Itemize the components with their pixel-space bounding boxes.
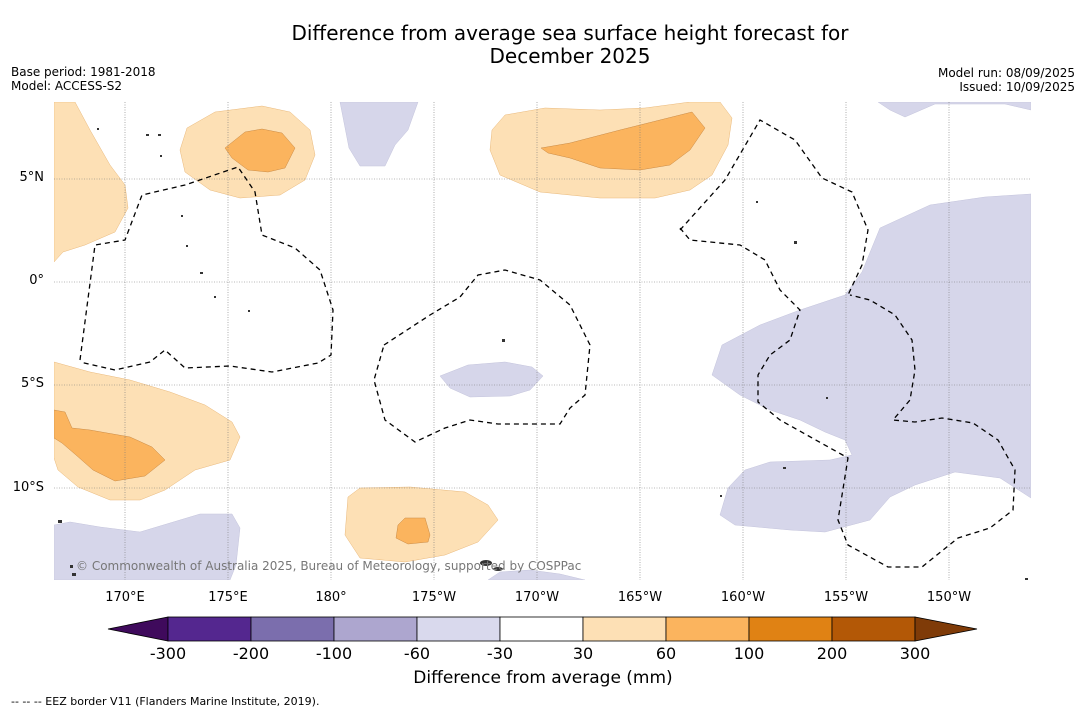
model-name: Model: ACCESS-S2 bbox=[11, 79, 123, 93]
island bbox=[97, 128, 99, 130]
island bbox=[480, 560, 492, 566]
island bbox=[200, 272, 203, 274]
colorbar-segment bbox=[748, 616, 833, 642]
island bbox=[72, 573, 76, 576]
colorbar-tick-label: 300 bbox=[899, 644, 931, 663]
colorbar-tick-label: -300 bbox=[149, 644, 187, 663]
eez-border bbox=[679, 227, 1016, 568]
meta-left: Base period: 1981-2018 Model: ACCESS-S2 bbox=[11, 65, 156, 93]
island bbox=[720, 495, 722, 497]
colorbar-segment bbox=[250, 616, 335, 642]
map-area bbox=[54, 102, 1031, 580]
colorbar-extend-high bbox=[914, 616, 978, 642]
strong-positive-anomaly-region bbox=[224, 128, 296, 173]
colorbar-tick-label: -200 bbox=[232, 644, 270, 663]
colorbar-segment bbox=[167, 616, 252, 642]
lat-label-5s: 5°S bbox=[20, 376, 44, 391]
colorbar-segment bbox=[665, 616, 750, 642]
island bbox=[181, 215, 183, 217]
map-title: Difference from average sea surface heig… bbox=[0, 22, 1085, 68]
negative-anomaly-region bbox=[439, 361, 544, 398]
strong-positive-anomaly-region bbox=[540, 111, 706, 171]
island bbox=[783, 467, 786, 469]
island bbox=[248, 310, 250, 312]
island bbox=[214, 296, 216, 298]
colorbar-tick-label: -30 bbox=[486, 644, 514, 663]
negative-anomaly-region bbox=[487, 569, 586, 580]
island bbox=[160, 155, 162, 157]
meta-right: Model run: 08/09/2025 Issued: 10/09/2025 bbox=[938, 66, 1075, 94]
colorbar-segment bbox=[333, 616, 418, 642]
lat-label-10s: 10°S bbox=[12, 480, 44, 495]
colorbar-title: Difference from average (mm) bbox=[413, 668, 673, 688]
colorbar-tick-label: 100 bbox=[733, 644, 765, 663]
negative-anomaly-region bbox=[54, 513, 241, 580]
island bbox=[70, 565, 73, 568]
title-line-2: December 2025 bbox=[489, 44, 651, 68]
eez-border bbox=[79, 166, 334, 373]
colorbar-segment bbox=[416, 616, 501, 642]
island bbox=[502, 339, 505, 342]
colorbar-tick-label: 30 bbox=[572, 644, 594, 663]
colorbar-segment bbox=[499, 616, 584, 642]
island bbox=[186, 245, 188, 247]
island bbox=[493, 567, 503, 571]
negative-anomaly-region bbox=[877, 102, 1031, 118]
lon-label-175w: 175°W bbox=[411, 590, 457, 605]
issued-date: Issued: 10/09/2025 bbox=[959, 80, 1075, 94]
lon-label-165w: 165°W bbox=[617, 590, 663, 605]
island bbox=[794, 241, 797, 244]
lon-label-150w: 150°W bbox=[926, 590, 972, 605]
negative-anomaly-region bbox=[339, 102, 419, 167]
colorbar-tick-label: -60 bbox=[403, 644, 431, 663]
strong-positive-anomaly-region bbox=[54, 409, 166, 482]
lon-label-160w: 160°W bbox=[720, 590, 766, 605]
lon-label-175e: 175°E bbox=[208, 590, 248, 605]
lat-label-0: 0° bbox=[29, 273, 44, 288]
lon-label-170w: 170°W bbox=[514, 590, 560, 605]
positive-anomaly-region bbox=[54, 102, 129, 263]
island bbox=[58, 520, 62, 523]
lat-label-5n: 5°N bbox=[19, 170, 45, 185]
colorbar bbox=[107, 616, 978, 642]
eez-footnote: -- -- -- EEZ border V11 (Flanders Marine… bbox=[11, 695, 320, 708]
model-run: Model run: 08/09/2025 bbox=[937, 66, 1075, 80]
lon-label-170e: 170°E bbox=[105, 590, 145, 605]
island bbox=[146, 134, 149, 136]
island bbox=[756, 201, 758, 203]
eez-border bbox=[373, 269, 591, 443]
copyright-notice: © Commonwealth of Australia 2025, Bureau… bbox=[76, 559, 582, 573]
island bbox=[1025, 578, 1028, 580]
colorbar-extend-low bbox=[107, 616, 169, 642]
lon-label-180: 180° bbox=[315, 590, 347, 605]
island bbox=[158, 134, 161, 136]
colorbar-tick-label: 200 bbox=[816, 644, 848, 663]
title-line-1: Difference from average sea surface heig… bbox=[291, 21, 849, 45]
negative-anomaly-region bbox=[711, 193, 1031, 533]
strong-positive-anomaly-region bbox=[395, 517, 431, 545]
base-period: Base period: 1981-2018 bbox=[11, 65, 156, 79]
colorbar-tick-label: -100 bbox=[315, 644, 353, 663]
colorbar-tick-label: 60 bbox=[655, 644, 677, 663]
lon-label-155w: 155°W bbox=[823, 590, 869, 605]
eez-border bbox=[679, 119, 869, 296]
colorbar-segment bbox=[831, 616, 916, 642]
colorbar-segment bbox=[582, 616, 667, 642]
island bbox=[826, 397, 828, 399]
